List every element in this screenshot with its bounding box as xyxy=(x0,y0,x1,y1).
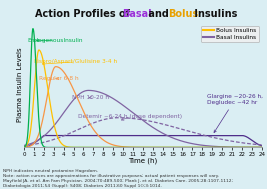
Legend: Bolus Insulins, Basal Insulins: Bolus Insulins, Basal Insulins xyxy=(201,26,259,42)
Text: NPH 10-20 h: NPH 10-20 h xyxy=(72,95,109,100)
Y-axis label: Plasma Insulin Levels: Plasma Insulin Levels xyxy=(17,48,23,122)
Text: Lispro/Aspart/Glulisine 3-4 h: Lispro/Aspart/Glulisine 3-4 h xyxy=(34,59,117,65)
Text: Detemir ~6-24 h (dose dependent): Detemir ~6-24 h (dose dependent) xyxy=(78,114,183,120)
Text: Regular 6-8 h: Regular 6-8 h xyxy=(39,76,78,81)
Text: EndogenousInsulin: EndogenousInsulin xyxy=(27,38,83,43)
Text: Action Profiles of: Action Profiles of xyxy=(35,9,133,19)
Text: NPH indicates neutral protamine Hagedorn.
Note: action curves are approximations: NPH indicates neutral protamine Hagedorn… xyxy=(3,169,233,188)
X-axis label: Time (h): Time (h) xyxy=(128,158,158,164)
Text: and: and xyxy=(145,9,172,19)
Text: Bolus: Bolus xyxy=(168,9,198,19)
Text: Glargine ~20-26 h,
Degludec ~42 hr: Glargine ~20-26 h, Degludec ~42 hr xyxy=(207,94,263,132)
Text: Insulins: Insulins xyxy=(191,9,237,19)
Text: Basal: Basal xyxy=(122,9,152,19)
